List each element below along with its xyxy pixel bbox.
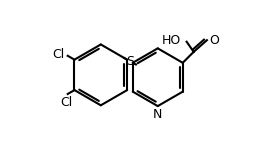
Text: Cl: Cl <box>53 48 65 61</box>
Text: Cl: Cl <box>60 95 73 109</box>
Text: O: O <box>209 34 219 47</box>
Text: S: S <box>126 55 134 68</box>
Text: N: N <box>153 108 162 121</box>
Text: HO: HO <box>162 34 181 47</box>
